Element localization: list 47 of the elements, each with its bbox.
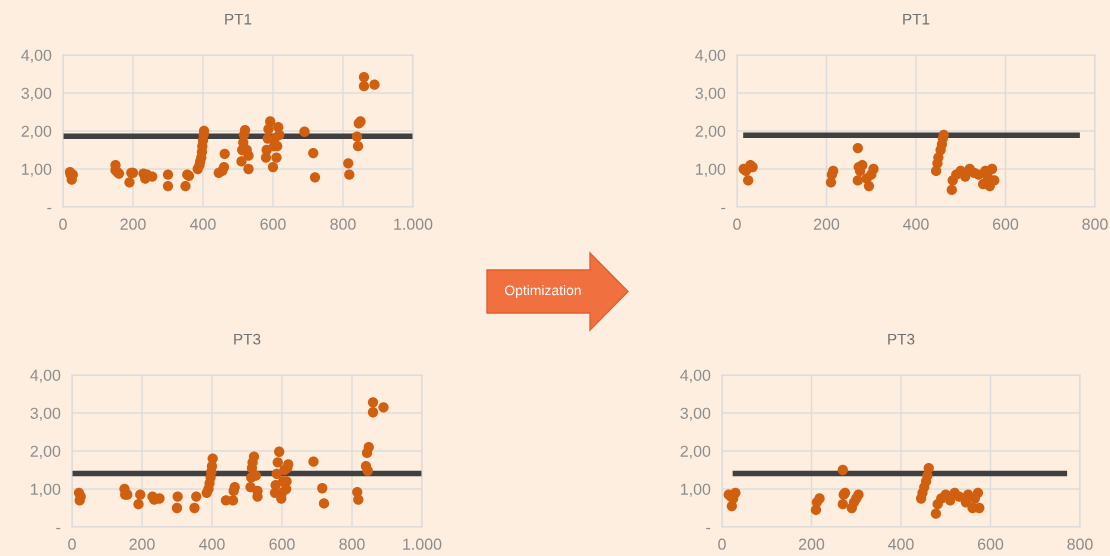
y-tick-label: 2,00 — [21, 125, 52, 139]
y-tick-label: - — [706, 527, 711, 530]
y-tick-label: 1,00 — [696, 163, 726, 177]
x-tick-label: 400 — [190, 218, 216, 230]
x-tick-label: 800 — [1082, 218, 1108, 230]
x-tick-label: 400 — [888, 538, 914, 550]
y-tick-label: 1,00 — [681, 483, 711, 497]
chart-title: PT1 — [225, 13, 252, 25]
y-tick-label: 4,00 — [680, 369, 711, 383]
y-tick-label: 3,00 — [21, 87, 52, 101]
y-tick-label: 2,00 — [30, 445, 61, 459]
x-tick-label: 200 — [120, 218, 146, 230]
y-tick-label: 1,00 — [31, 483, 61, 497]
x-tick-label: 0 — [733, 218, 741, 230]
x-tick-label: 800 — [330, 218, 356, 230]
x-tick-label: 600 — [260, 218, 286, 230]
y-tick-label: - — [47, 207, 52, 210]
x-tick-label: 0 — [68, 538, 76, 550]
x-tick-label: 1.000 — [394, 218, 433, 230]
chart-title: PT3 — [888, 333, 915, 345]
x-tick-label: 200 — [129, 538, 155, 550]
y-tick-label: 2,00 — [695, 125, 726, 139]
y-tick-label: 1,00 — [22, 163, 52, 177]
y-tick-label: 4,00 — [30, 369, 61, 383]
chart-title: PT1 — [903, 13, 930, 25]
x-tick-label: 200 — [813, 218, 840, 230]
y-tick-label: 3,00 — [680, 407, 711, 421]
y-tick-label: - — [56, 527, 61, 530]
x-tick-label: 600 — [992, 218, 1019, 230]
x-tick-label: 0 — [718, 538, 726, 550]
y-tick-label: 3,00 — [30, 407, 61, 421]
y-tick-label: 4,00 — [695, 49, 726, 63]
y-tick-label: 3,00 — [695, 87, 726, 101]
y-tick-label: 2,00 — [680, 445, 711, 459]
x-tick-label: 1.000 — [403, 538, 442, 550]
x-tick-label: 200 — [798, 538, 825, 550]
x-tick-label: 0 — [59, 218, 67, 230]
text: Optimization — [505, 285, 581, 298]
x-tick-label: 400 — [199, 538, 225, 550]
x-tick-label: 400 — [903, 218, 929, 230]
x-tick-label: 800 — [1067, 538, 1093, 550]
chart-title: PT3 — [234, 333, 261, 345]
x-tick-label: 600 — [977, 538, 1004, 550]
x-tick-label: 600 — [269, 538, 295, 550]
y-tick-label: 4,00 — [21, 49, 52, 63]
x-tick-label: 800 — [339, 538, 365, 550]
y-tick-label: - — [721, 207, 726, 210]
